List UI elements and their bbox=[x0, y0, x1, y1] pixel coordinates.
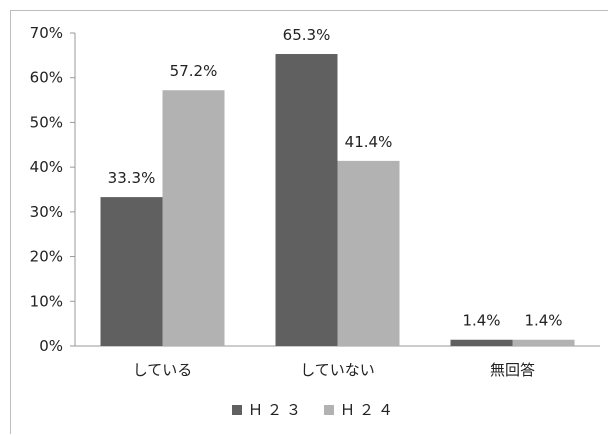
legend-label: Ｈ２４ bbox=[340, 401, 397, 419]
category-label: 無回答 bbox=[490, 361, 535, 379]
bar-Ｈ２４-無回答 bbox=[512, 339, 575, 346]
data-label: 41.4% bbox=[345, 133, 393, 151]
data-label: 1.4% bbox=[462, 312, 500, 330]
legend-swatch bbox=[324, 405, 334, 415]
y-tick-label: 0% bbox=[39, 337, 63, 355]
bar-Ｈ２４-している bbox=[162, 90, 225, 346]
data-label: 1.4% bbox=[524, 312, 562, 330]
bar-Ｈ２３-していない bbox=[275, 54, 338, 346]
legend-swatch bbox=[232, 405, 242, 415]
data-label: 65.3% bbox=[283, 26, 331, 44]
y-tick-label: 10% bbox=[30, 292, 63, 310]
chart-frame bbox=[10, 10, 608, 434]
data-label: 57.2% bbox=[170, 62, 218, 80]
y-tick-label: 30% bbox=[30, 203, 63, 221]
category-label: していない bbox=[300, 361, 375, 379]
y-tick-label: 50% bbox=[30, 113, 63, 131]
y-tick-label: 20% bbox=[30, 248, 63, 266]
y-tick-label: 60% bbox=[30, 69, 63, 87]
category-label: している bbox=[133, 361, 193, 379]
bar-Ｈ２３-している bbox=[100, 197, 163, 346]
legend-label: Ｈ２３ bbox=[248, 401, 305, 419]
bar-Ｈ２４-していない bbox=[337, 160, 400, 346]
legend: Ｈ２３ Ｈ２４ bbox=[232, 401, 397, 419]
y-tick-label: 70% bbox=[30, 24, 63, 42]
data-label: 33.3% bbox=[108, 169, 156, 187]
bar-Ｈ２３-無回答 bbox=[450, 339, 513, 346]
y-tick-label: 40% bbox=[30, 158, 63, 176]
